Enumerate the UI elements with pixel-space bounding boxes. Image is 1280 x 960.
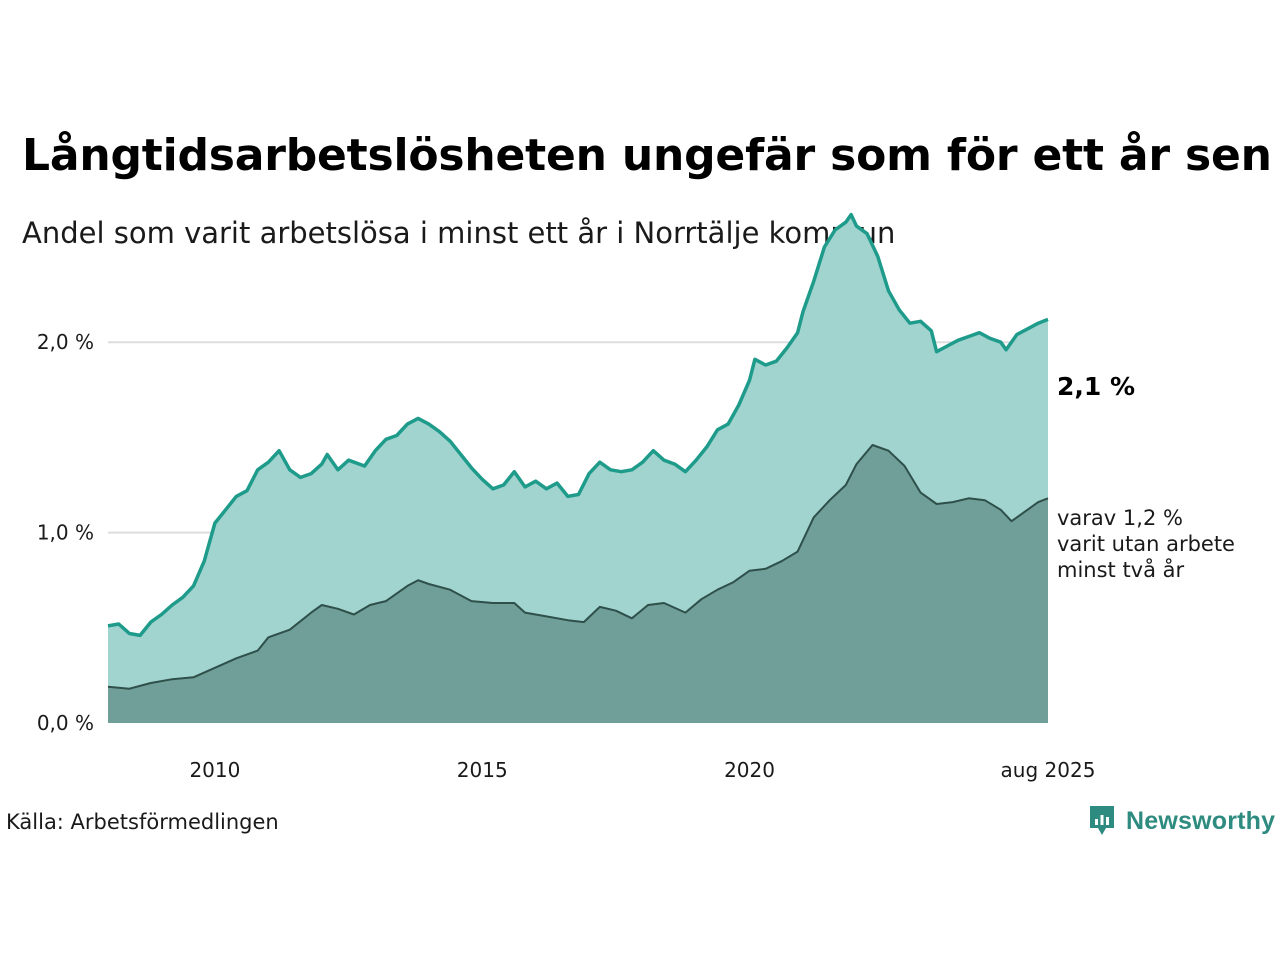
x-tick-label: 2015: [457, 758, 508, 782]
x-tick-label: aug 2025: [1001, 758, 1096, 782]
two-year-label-line: varav 1,2 %: [1057, 506, 1183, 530]
x-tick-label: 2010: [189, 758, 240, 782]
chart-bubble-icon: [1090, 806, 1114, 835]
two-year-label-line: varit utan arbete: [1057, 532, 1235, 556]
x-axis: 2010 2015 2020 aug 2025: [189, 758, 1095, 782]
two-year-area: [108, 445, 1048, 723]
x-tick-label: 2020: [724, 758, 775, 782]
chart-subtitle: Andel som varit arbetslösa i minst ett å…: [22, 216, 896, 250]
brand-name: Newsworthy: [1126, 806, 1276, 835]
y-tick-label: 2,0 %: [37, 330, 94, 354]
y-axis: 0,0 % 1,0 % 2,0 %: [37, 330, 94, 735]
y-tick-label: 1,0 %: [37, 521, 94, 545]
source-note: Källa: Arbetsförmedlingen: [6, 810, 279, 834]
two-year-label-line: minst två år: [1057, 557, 1185, 582]
total-line: [107, 212, 1049, 638]
two-year-line: [107, 444, 1049, 690]
y-tick-label: 0,0 %: [37, 711, 94, 735]
newsworthy-logo[interactable]: Newsworthy: [1088, 804, 1275, 838]
chart-title: Långtidsarbetslösheten ungefär som för e…: [22, 130, 1272, 181]
total-end-label: 2,1 %: [1057, 372, 1135, 401]
